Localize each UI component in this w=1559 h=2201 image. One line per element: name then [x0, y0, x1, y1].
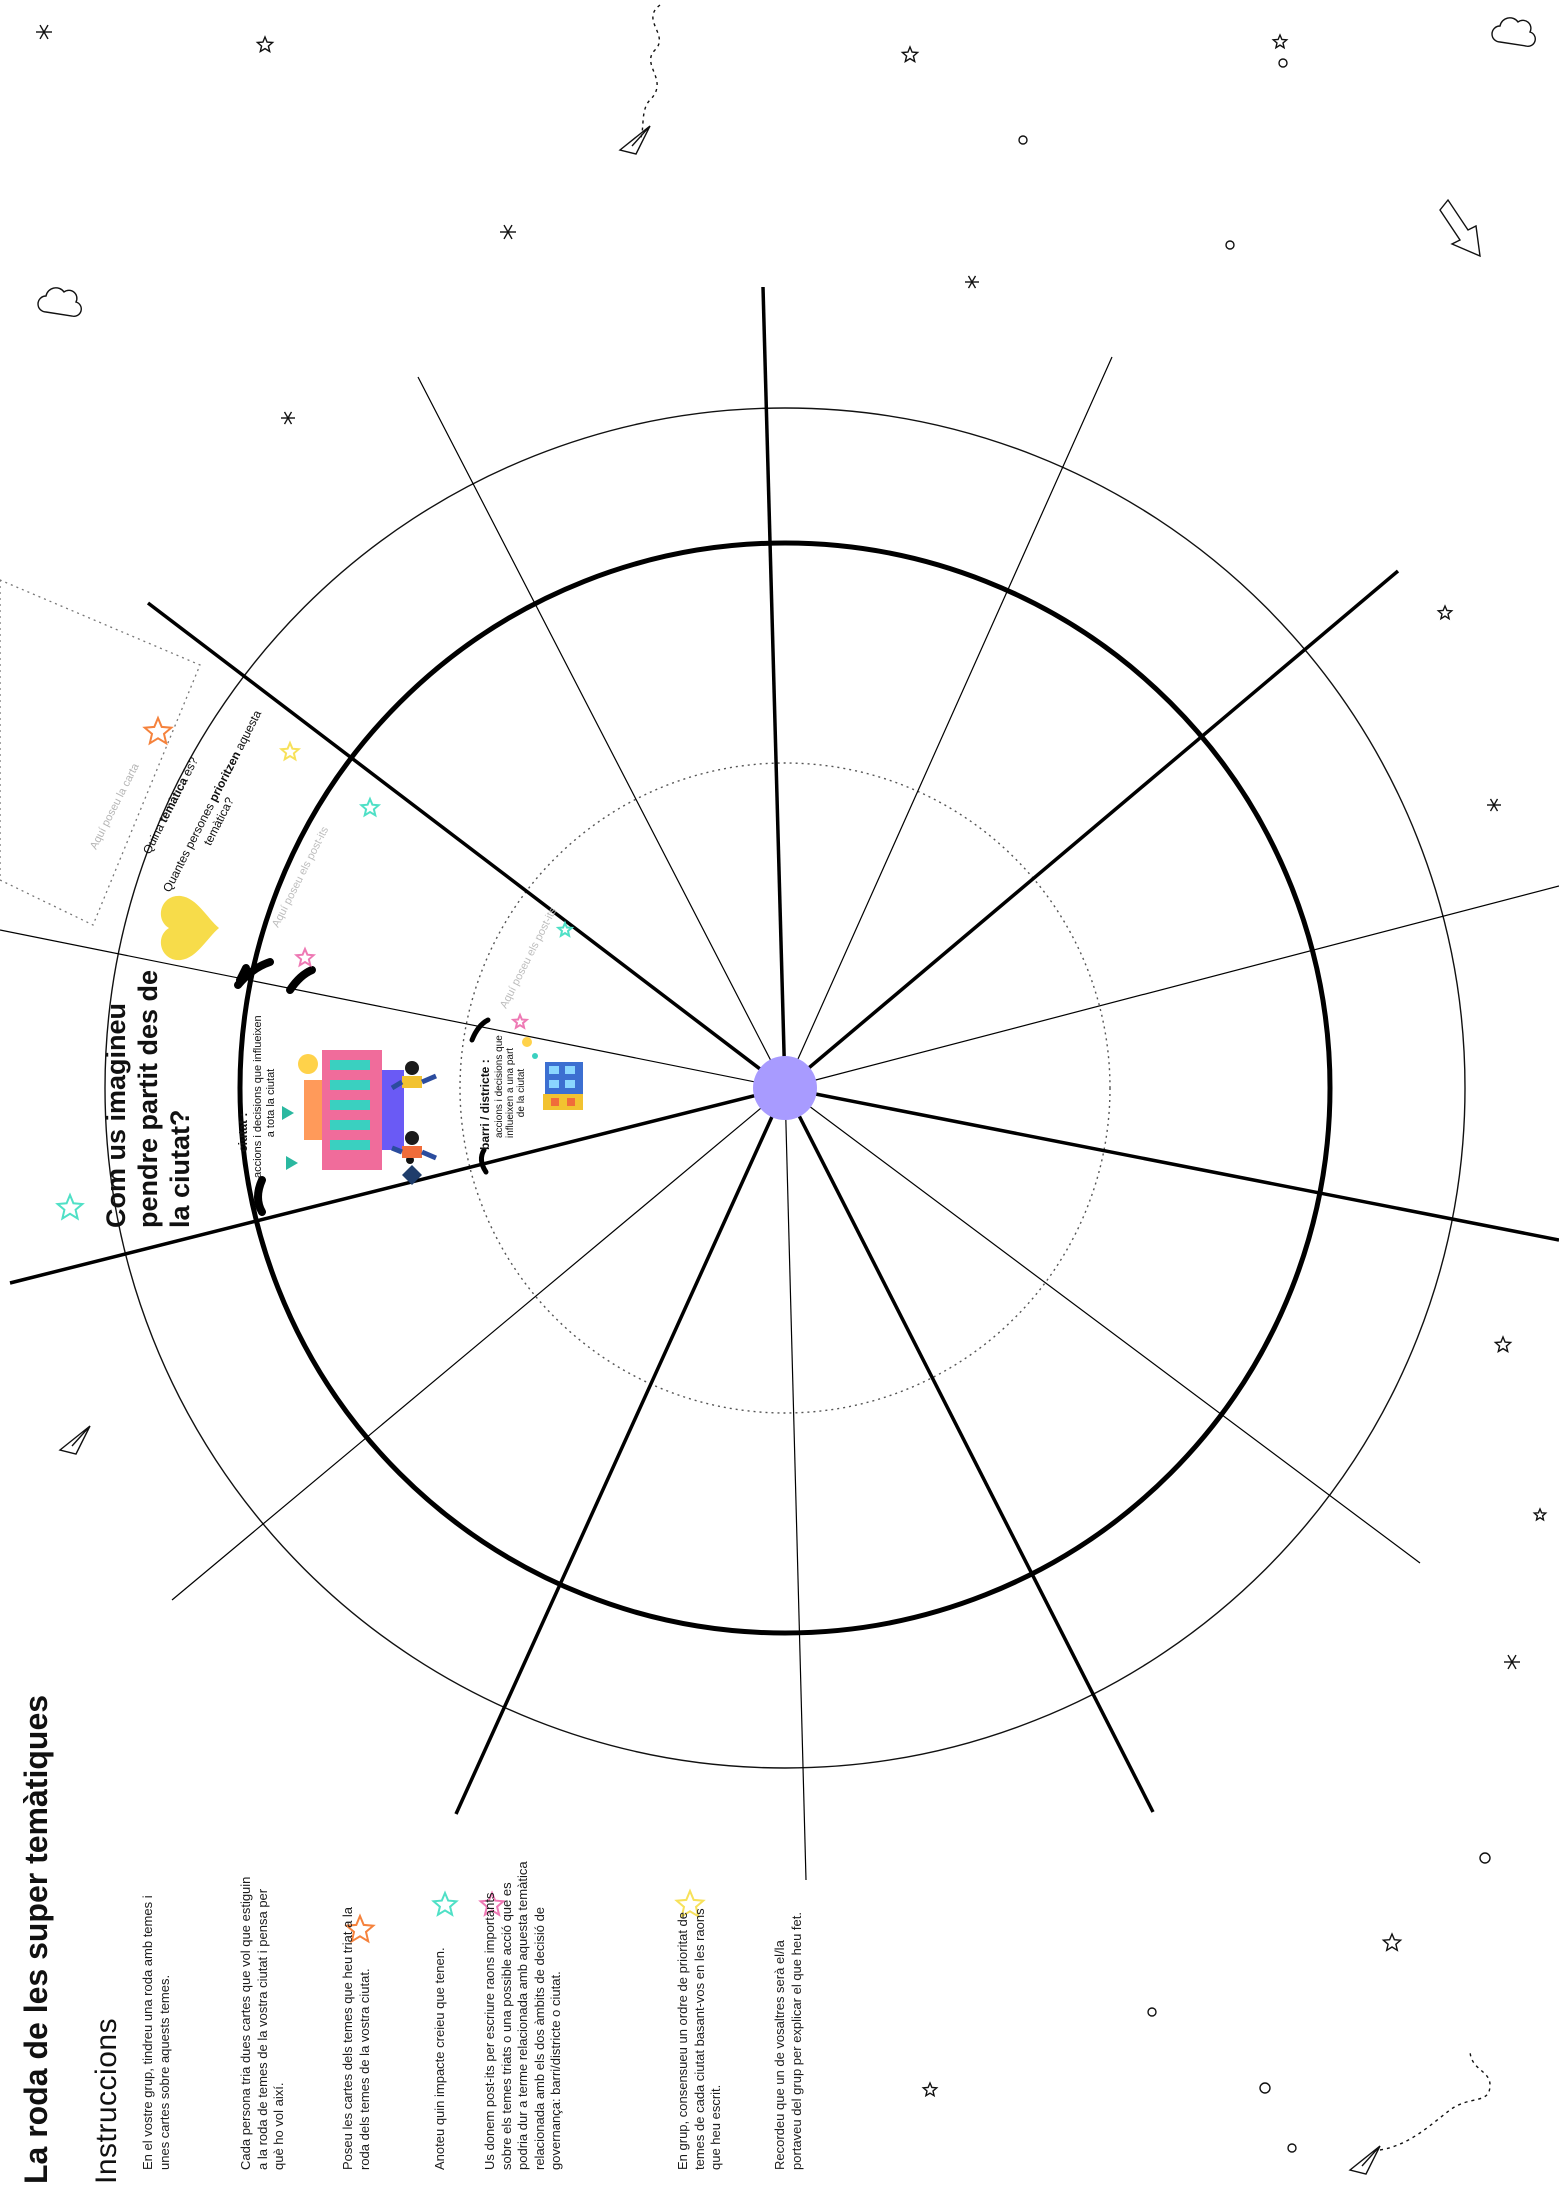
district-illustration-icon	[522, 1037, 583, 1110]
wheel-spoke	[9, 1086, 786, 1285]
dashed-trail-icon	[639, 4, 661, 141]
cloud-icon	[37, 287, 82, 317]
wheel-spoke	[454, 1087, 787, 1815]
instructions-heading: Instruccions	[90, 2017, 123, 2184]
outer-ring	[104, 407, 1466, 1769]
color-star-icon	[293, 946, 317, 968]
small-circle-icon	[1259, 2082, 1271, 2094]
page-title: La roda de les super temàtiques	[18, 1694, 54, 2184]
wheel-spoke	[784, 356, 1113, 1089]
wheel-spoke	[784, 1087, 1421, 1564]
color-star-icon	[142, 715, 174, 746]
dashed-trail-icon	[1379, 2049, 1491, 2151]
outline-star-icon	[1532, 1507, 1548, 1522]
color-star-icon	[431, 1890, 459, 1917]
asterisk-icon	[1487, 798, 1501, 812]
wheel-spoke	[761, 286, 787, 1089]
main-question: Com us imagineu pendre partit des de la …	[101, 969, 195, 1228]
wheel-spoke	[146, 601, 787, 1090]
instruction-step-6: En grup, consensueu un ordre de priorita…	[675, 1908, 723, 2170]
city-ring	[237, 540, 1333, 1636]
small-circle-icon	[1018, 135, 1028, 145]
card-slot-outline	[0, 579, 201, 926]
small-circle-icon	[1225, 240, 1235, 250]
small-circle-icon	[1287, 2143, 1297, 2153]
city-label: ciutat :	[236, 1112, 250, 1152]
color-star-icon	[358, 796, 382, 818]
city-arrows-icon	[234, 958, 316, 1216]
asterisk-icon	[36, 24, 52, 40]
paper-plane-icon	[1348, 2145, 1381, 2175]
heart-icon	[160, 895, 219, 961]
paper-plane-icon	[58, 1425, 91, 1455]
wheel-spoke	[784, 1086, 1559, 1242]
outline-star-icon	[1271, 33, 1289, 50]
instruction-step-7: Recordeu que un de vosaltres serà el/la …	[772, 1911, 804, 2170]
instruction-step-3: Poseu les cartes dels temes que heu tria…	[340, 1906, 372, 2170]
district-label: barri / districte :	[478, 1059, 492, 1150]
asterisk-icon	[500, 224, 516, 240]
instruction-step-1: En el vostre grup, tindreu una roda amb …	[140, 1895, 172, 2170]
cloud-icon	[1491, 17, 1536, 47]
small-circle-icon	[1278, 58, 1288, 68]
outline-star-icon	[255, 35, 275, 53]
wheel-hub	[753, 1056, 817, 1120]
wheel-spoke	[783, 569, 1400, 1090]
color-star-icon	[344, 1913, 376, 1944]
outline-star-icon	[1381, 1932, 1403, 1952]
outline-star-icon	[921, 2081, 939, 2098]
color-star-icon	[278, 740, 302, 762]
small-circle-icon	[1479, 1852, 1491, 1864]
wheel-spoke	[783, 1087, 1155, 1813]
color-star-icon	[478, 1890, 506, 1917]
district-arrows-icon	[469, 1017, 491, 1175]
asterisk-icon	[281, 411, 295, 425]
wheel-spoke	[784, 885, 1559, 1089]
wheel-spoke	[417, 376, 786, 1089]
paper-plane-icon	[618, 125, 651, 155]
outline-star-icon	[1436, 604, 1454, 621]
instruction-step-5: Us donem post-its per escriure raons imp…	[482, 1861, 563, 2170]
city-description: accions i decisions que influeixen a tota…	[252, 1015, 277, 1178]
wheel-spoke	[0, 929, 786, 1089]
wheel-spokes	[0, 286, 1559, 1881]
wheel-spoke	[171, 1087, 786, 1601]
asterisk-icon	[965, 275, 979, 289]
color-star-icon	[674, 1888, 706, 1919]
small-circle-icon	[1147, 2007, 1157, 2017]
arrow-icon	[1439, 198, 1481, 258]
district-description: accions i decisions que influeixen a una …	[494, 1035, 527, 1138]
instruction-step-4: Anoteu quin impacte creieu que tenen.	[432, 1947, 447, 2170]
color-star-icon	[55, 1192, 85, 1221]
district-ring	[459, 762, 1111, 1414]
wheel-spoke	[784, 1087, 807, 1881]
outline-star-icon	[1493, 1335, 1513, 1353]
city-illustration-icon	[282, 1050, 422, 1185]
instruction-step-2: Cada persona tria dues cartes que vol qu…	[238, 1876, 286, 2170]
asterisk-icon	[1504, 1654, 1520, 1670]
outline-star-icon	[900, 45, 920, 63]
people-illustration-icon	[390, 1061, 437, 1161]
color-star-icon	[555, 920, 575, 938]
color-star-icon	[510, 1012, 530, 1030]
